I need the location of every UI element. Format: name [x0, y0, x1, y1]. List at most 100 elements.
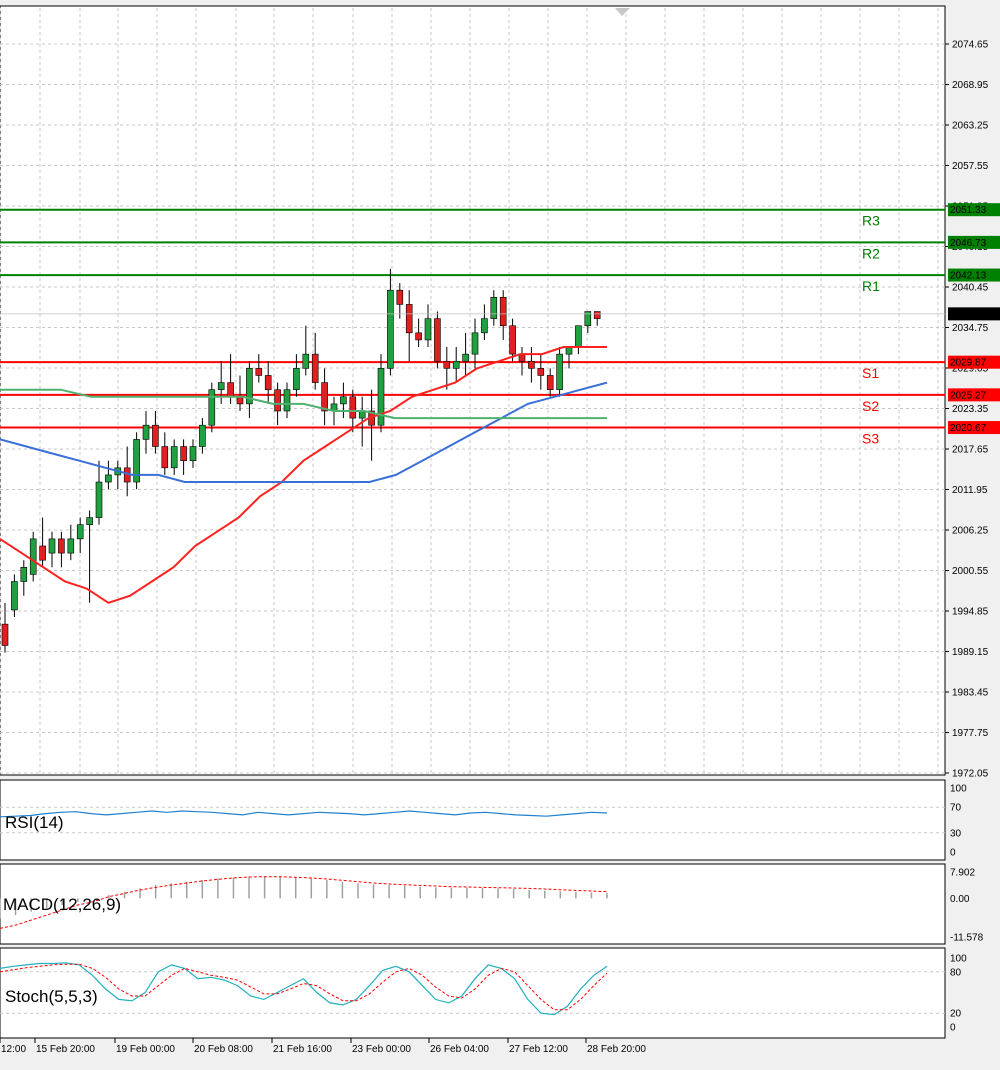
- candle-up: [340, 396, 347, 405]
- price-tick-label: 2011.95: [952, 485, 988, 496]
- price-tick-label: 2063.25: [952, 121, 989, 132]
- candle-down: [227, 382, 234, 398]
- price-tick-label: 2023.35: [952, 404, 989, 415]
- stoch-label: Stoch(5,5,3): [5, 987, 98, 1006]
- candle-down: [58, 538, 65, 554]
- candle-up: [217, 382, 225, 390]
- price-tick-label: 1994.85: [952, 607, 989, 618]
- ma-mid-line: [0, 381, 608, 483]
- candle-up: [490, 297, 498, 319]
- candle-up: [11, 581, 18, 611]
- price-tick-label: 1972.05: [952, 769, 989, 780]
- level-price-box-r3: [948, 203, 1000, 217]
- candle-down: [405, 304, 413, 334]
- candle-up: [302, 353, 310, 369]
- level-price-box-s2: [948, 388, 1000, 402]
- candle-down: [396, 289, 404, 305]
- candle-down: [161, 446, 169, 469]
- candle-down: [415, 332, 422, 341]
- candle-up: [471, 332, 479, 355]
- price-tick-label: 2029.05: [952, 364, 989, 375]
- time-tick-label: 19 Feb 00:00: [116, 1044, 175, 1055]
- level-name-s1: S1: [862, 365, 879, 381]
- candle-up: [377, 368, 385, 426]
- level-name-s2: S2: [862, 398, 879, 414]
- time-tick-label: 20 Feb 08:00: [194, 1044, 253, 1055]
- candle-down: [152, 424, 159, 447]
- price-panel[interactable]: [0, 5, 946, 776]
- price-grid: [0, 8, 945, 774]
- rsi-tick-label: 70: [950, 803, 962, 814]
- macd-signal-line: [0, 876, 608, 929]
- macd-tick-label: -11.578: [950, 933, 984, 944]
- candle-up: [95, 481, 103, 518]
- level-name-r3: R3: [862, 213, 880, 229]
- candle-up: [358, 410, 366, 419]
- candle-up: [481, 318, 488, 334]
- macd-panel[interactable]: [0, 863, 946, 945]
- candle-up: [133, 439, 140, 483]
- candle-up: [283, 389, 291, 412]
- price-tick-label: 2017.65: [952, 445, 989, 456]
- macd-tick-label: 0.00: [950, 894, 970, 905]
- stoch-tick-label: 80: [950, 967, 962, 978]
- candle-down: [537, 368, 545, 376]
- rsi-tick-label: 0: [950, 848, 956, 859]
- candle-down: [180, 446, 187, 462]
- candle-up: [48, 538, 56, 554]
- rsi-tick-label: 30: [950, 828, 962, 839]
- candle-up: [452, 360, 460, 369]
- candle-down: [434, 318, 441, 362]
- candle-up: [105, 474, 112, 483]
- time-axis: 12:00 15 Feb 20:00 19 Feb 00:00 20 Feb 08:0…: [0, 1038, 646, 1055]
- level-price-label-r2: 2046.73: [950, 238, 987, 249]
- macd-label: MACD(12,26,9): [3, 895, 121, 914]
- candle-down: [499, 297, 507, 327]
- rsi-panel[interactable]: [0, 779, 946, 861]
- candle-up: [556, 353, 563, 390]
- candle-down: [443, 360, 451, 369]
- candle-up: [387, 289, 394, 369]
- candle-down: [255, 368, 263, 376]
- level-name-s3: S3: [862, 431, 879, 447]
- time-tick-label: 15 Feb 20:00: [36, 1044, 95, 1055]
- ma-fast-line: [0, 346, 607, 604]
- candle-down: [311, 353, 319, 383]
- time-tick-label: 26 Feb 04:00: [430, 1044, 489, 1055]
- pivot-levels: 2051.33 R3 2046.73 R2 2042.13 R1 2029.87 S1 2025…: [0, 203, 1000, 447]
- candle-up: [584, 311, 592, 327]
- candle-up: [293, 368, 300, 390]
- price-tick-label: 2074.65: [952, 40, 989, 51]
- stoch-signal-line: [0, 963, 608, 1011]
- candle-down: [546, 375, 554, 390]
- candle-up: [208, 389, 216, 426]
- candle-down: [39, 545, 46, 561]
- candle-down: [321, 382, 328, 412]
- current-price-marker: 2036.67: [0, 307, 1000, 321]
- time-tick-label: 12:00: [1, 1044, 26, 1055]
- rsi-label: RSI(14): [5, 813, 64, 832]
- candle-up: [170, 446, 178, 469]
- candle-down: [274, 389, 281, 412]
- level-price-box-s3: [948, 421, 1000, 435]
- candle-up: [189, 446, 197, 462]
- candle-up: [565, 346, 573, 355]
- stoch-tick-label: 20: [950, 1009, 962, 1020]
- level-price-label-r3: 2051.33: [950, 205, 987, 216]
- level-price-label-s3: 2020.67: [950, 423, 987, 434]
- current-price-label: 2036.67: [950, 309, 987, 320]
- candle-up: [462, 353, 469, 362]
- stoch-main-line: [0, 962, 608, 1016]
- stoch-panel[interactable]: [0, 947, 946, 1039]
- level-price-box-r2: [948, 235, 1000, 249]
- price-tick-label: 2000.55: [952, 566, 989, 577]
- level-price-box-r1: [948, 268, 1000, 282]
- rsi-indicator: RSI(14) 100 70 30 0: [0, 784, 967, 859]
- candle-down: [264, 375, 272, 390]
- time-tick-label: 27 Feb 12:00: [509, 1044, 568, 1055]
- candle-down: [593, 311, 601, 319]
- level-price-label-s1: 2029.87: [950, 358, 987, 369]
- candle-up: [199, 424, 206, 447]
- level-name-r1: R1: [862, 278, 880, 294]
